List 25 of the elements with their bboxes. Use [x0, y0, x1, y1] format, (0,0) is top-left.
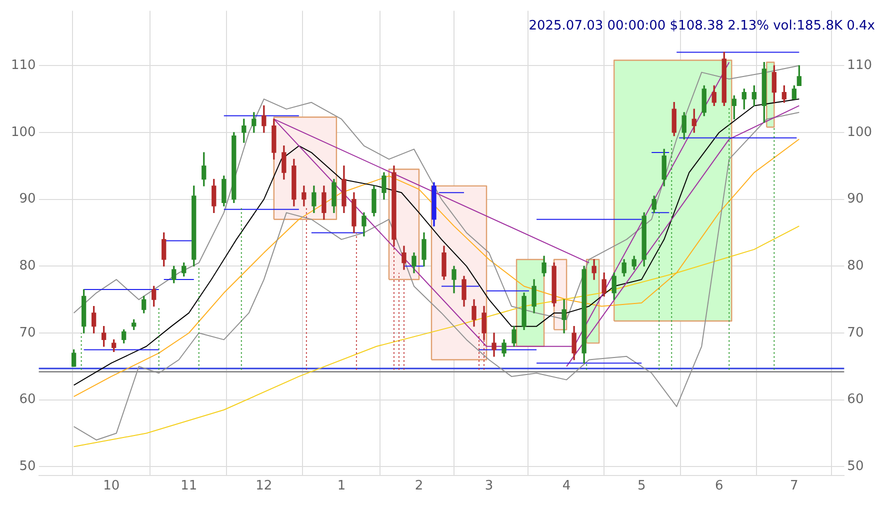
y-tick-label: 80 — [19, 258, 36, 274]
x-tick-label: 3 — [484, 478, 494, 494]
y-tick-label: 60 — [19, 392, 36, 408]
y2-tick-label: 80 — [847, 258, 864, 274]
y2-tick-label: 100 — [847, 124, 872, 140]
y-tick-label: 50 — [19, 459, 36, 474]
x-tick-label: 5 — [637, 478, 646, 494]
x-tick-label: 10 — [103, 478, 120, 494]
y-tick-label: 70 — [19, 325, 36, 340]
x-tick-label: 2 — [414, 478, 424, 494]
x-tick-label: 4 — [562, 478, 571, 494]
y2-tick-label: 50 — [847, 459, 864, 474]
x-tick-label: 1 — [337, 478, 346, 494]
y-tick-label: 110 — [10, 58, 36, 73]
y2-tick-label: 60 — [847, 392, 864, 408]
y-tick-label: 90 — [19, 192, 36, 207]
annotation: 2025.07.03 00:00:00 $108.38 2.13% vol:185.8K 0.4x — [528, 18, 876, 34]
y2-tick-label: 90 — [847, 192, 864, 207]
x-tick-label: 7 — [790, 478, 798, 494]
x-tick-label: 11 — [180, 478, 198, 494]
x-tick-label: 12 — [256, 478, 272, 494]
y2-tick-label: 70 — [847, 325, 864, 340]
x-tick-label: 6 — [714, 478, 724, 494]
y2-tick-label: 110 — [847, 58, 872, 73]
y-tick-label: 100 — [10, 124, 36, 140]
